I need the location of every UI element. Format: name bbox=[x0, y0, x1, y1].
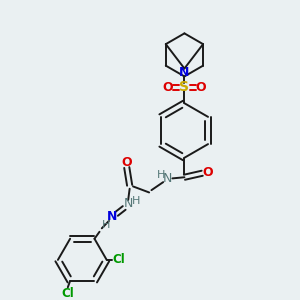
Text: O: O bbox=[121, 156, 131, 169]
Text: N: N bbox=[163, 172, 172, 185]
Text: Cl: Cl bbox=[61, 286, 74, 299]
Text: S: S bbox=[179, 80, 189, 94]
Text: O: O bbox=[163, 81, 173, 94]
Text: N: N bbox=[124, 197, 133, 210]
Text: O: O bbox=[196, 81, 206, 94]
Text: H: H bbox=[157, 170, 166, 180]
Text: H: H bbox=[102, 220, 110, 230]
Text: N: N bbox=[107, 210, 118, 223]
Text: Cl: Cl bbox=[112, 254, 125, 266]
Text: O: O bbox=[202, 166, 213, 179]
Text: N: N bbox=[179, 66, 190, 79]
Text: H: H bbox=[132, 196, 140, 206]
